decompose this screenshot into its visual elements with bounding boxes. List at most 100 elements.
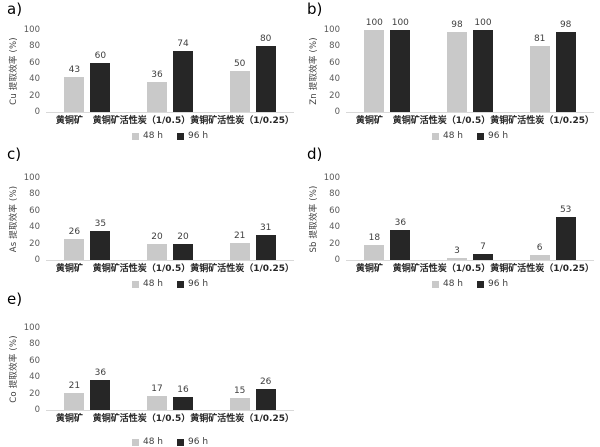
bar-value-label: 100 xyxy=(474,18,492,28)
y-axis-label: Sb 提取效率 (%) xyxy=(309,185,319,253)
legend-label: 48 h xyxy=(142,131,163,141)
category-label: 黄铜矿活性炭（1/0.25） xyxy=(490,116,594,126)
legend-swatch-48h xyxy=(131,281,139,288)
category-label: 黄铜矿 xyxy=(55,264,83,274)
legend-swatch-48h xyxy=(431,133,439,140)
bar-96h: 53 xyxy=(555,205,576,260)
category-label: 黄铜矿活性炭（1/0.25） xyxy=(490,264,594,274)
y-tick-label: 60 xyxy=(329,205,340,216)
bar-96h: 100 xyxy=(390,19,411,112)
bar-value-label: 36 xyxy=(394,218,407,229)
legend-swatch-48h xyxy=(131,133,139,140)
bar-96h: 100 xyxy=(473,19,493,112)
legend: 48 h 96 h xyxy=(46,280,294,289)
y-axis: 0 20 40 60 80 100 xyxy=(320,174,342,264)
y-axis: 0 20 40 60 80 100 xyxy=(20,174,42,264)
y-tick-label: 60 xyxy=(29,205,40,216)
bar-group: 6 53 xyxy=(511,178,594,260)
bar-48h: 3 xyxy=(447,246,467,260)
y-tick-label: 40 xyxy=(29,222,40,233)
bar-value-label: 50 xyxy=(233,59,246,69)
category-label: 黄铜矿 xyxy=(355,264,383,274)
bar-48h: 36 xyxy=(147,71,167,112)
plot-area: 43 60 36 74 50 80 xyxy=(46,30,294,113)
bar-96h: 36 xyxy=(90,369,111,410)
legend-swatch-96h xyxy=(177,281,184,288)
plot-area: 18 36 3 7 6 53 xyxy=(346,178,594,261)
bar-value-label: 21 xyxy=(233,230,246,241)
category-axis: 黄铜矿 黄铜矿活性炭（1/0.5） 黄铜矿活性炭（1/0.25） xyxy=(46,116,294,127)
legend-item: 48 h xyxy=(431,280,463,289)
bar-96h: 35 xyxy=(90,220,111,260)
bar-48h: 21 xyxy=(64,381,85,410)
panel-label: e) xyxy=(7,290,23,308)
legend-item: 96 h xyxy=(477,132,508,141)
bar-48h: 15 xyxy=(229,386,250,410)
bar-value-label: 36 xyxy=(94,368,107,379)
category-label: 黄铜矿活性炭（1/0.5） xyxy=(92,264,191,274)
y-tick-label: 0 xyxy=(34,255,40,265)
bar-96h: 80 xyxy=(255,35,276,112)
bar-group: 21 36 xyxy=(46,328,129,410)
bar-group: 26 35 xyxy=(46,178,129,260)
bar-96h: 7 xyxy=(473,243,493,260)
legend: 48 h 96 h xyxy=(46,132,294,141)
bar-group: 36 74 xyxy=(129,30,212,112)
category-label: 黄铜矿 xyxy=(355,116,383,126)
y-tick-label: 100 xyxy=(23,25,40,35)
category-label: 黄铜矿活性炭（1/0.25） xyxy=(190,116,294,126)
category-label: 黄铜矿 xyxy=(55,116,83,126)
panel-label: a) xyxy=(7,0,23,18)
y-tick-label: 60 xyxy=(29,355,40,366)
bar-value-label: 17 xyxy=(151,384,163,395)
legend-label: 48 h xyxy=(142,279,163,289)
category-label: 黄铜矿活性炭（1/0.5） xyxy=(392,116,491,126)
bar-96h: 16 xyxy=(173,385,193,410)
plot-area: 21 36 17 16 15 26 xyxy=(46,328,294,411)
y-tick-label: 20 xyxy=(29,90,40,101)
legend-label: 48 h xyxy=(442,131,463,141)
y-axis: 0 20 40 60 80 100 xyxy=(20,324,42,414)
y-axis-label: As 提取效率 (%) xyxy=(9,185,19,253)
legend-item: 48 h xyxy=(431,131,463,141)
bar-value-label: 98 xyxy=(451,19,463,30)
y-tick-label: 60 xyxy=(29,57,40,68)
y-tick-label: 40 xyxy=(329,222,340,233)
y-tick-label: 20 xyxy=(329,90,340,101)
y-tick-label: 60 xyxy=(329,57,340,68)
bar-value-label: 20 xyxy=(151,231,163,242)
bar-value-label: 15 xyxy=(233,385,246,396)
legend-swatch-48h xyxy=(131,439,139,446)
y-tick-label: 100 xyxy=(23,173,40,183)
bar-value-label: 80 xyxy=(259,34,272,45)
y-tick-label: 100 xyxy=(23,323,40,333)
bar-value-label: 26 xyxy=(259,376,272,387)
y-tick-label: 20 xyxy=(29,238,40,249)
bar-value-label: 43 xyxy=(68,64,81,75)
bar-96h: 20 xyxy=(173,232,193,260)
legend-item: 96 h xyxy=(177,280,208,289)
y-tick-label: 40 xyxy=(329,74,340,85)
category-label: 黄铜矿活性炭（1/0.25） xyxy=(190,414,294,424)
bar-value-label: 26 xyxy=(68,226,81,237)
panel-label: c) xyxy=(7,145,22,163)
bar-group: 15 26 xyxy=(211,328,294,410)
y-axis-label: Co 提取效率 (%) xyxy=(9,335,19,403)
y-tick-label: 100 xyxy=(323,173,340,183)
bar-48h: 50 xyxy=(229,60,250,112)
legend-item: 96 h xyxy=(477,280,508,289)
plot-area: 100 100 98 100 81 98 xyxy=(346,19,594,113)
chart-panel-e: e) Co 提取效率 (%) 0 20 40 60 80 100 21 36 17 16 15 26 黄铜… xyxy=(0,290,300,447)
category-label: 黄铜矿活性炭（1/0.5） xyxy=(392,264,491,274)
category-label: 黄铜矿活性炭（1/0.5） xyxy=(92,414,191,424)
bar-value-label: 98 xyxy=(559,19,572,30)
panel-label: b) xyxy=(307,0,323,18)
legend: 48 h 96 h xyxy=(46,438,294,447)
plot-area: 26 35 20 20 21 31 xyxy=(46,178,294,261)
bar-value-label: 18 xyxy=(368,233,381,244)
legend-label: 96 h xyxy=(488,131,509,141)
bar-96h: 36 xyxy=(390,219,411,260)
category-label: 黄铜矿 xyxy=(55,414,83,424)
